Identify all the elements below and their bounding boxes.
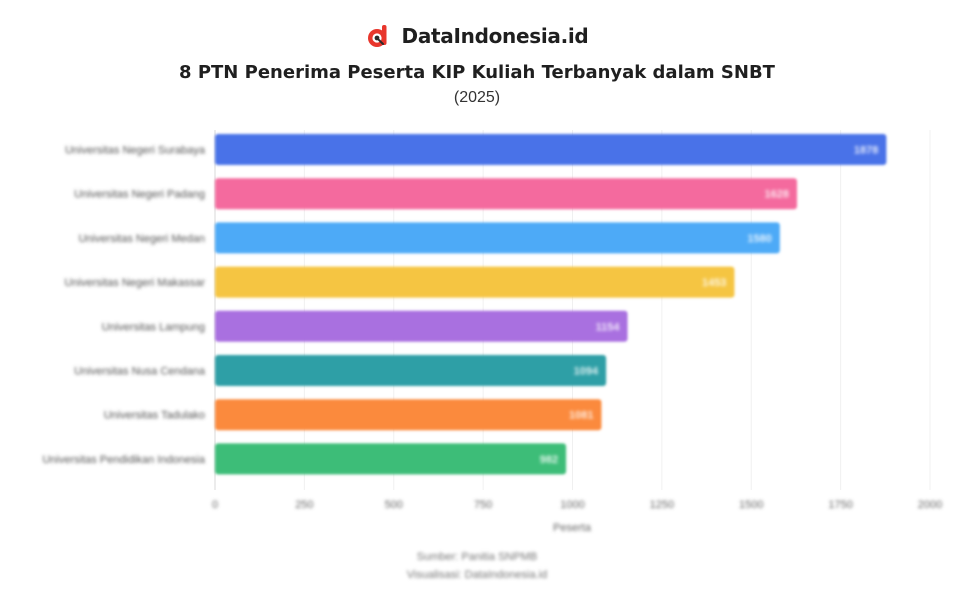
x-tick-label: 250	[295, 499, 313, 511]
bar-value-label: 1580	[747, 233, 771, 245]
category-label: Universitas Nusa Cendana	[74, 366, 206, 378]
category-label: Universitas Negeri Makassar	[64, 277, 205, 289]
bar-value-label: 1878	[854, 145, 878, 157]
chart-title: 8 PTN Penerima Peserta KIP Kuliah Terban…	[179, 62, 775, 83]
bar-chart: 1878 1628 1580 1453 1154 1094 1081 982 Universi…	[42, 130, 942, 534]
category-label: Universitas Tadulako	[104, 410, 205, 422]
bar	[215, 399, 602, 431]
category-label: Universitas Negeri Padang	[74, 189, 205, 201]
bar	[215, 355, 607, 386]
bar-value-label: 1628	[765, 189, 789, 201]
x-tick-label: 500	[385, 499, 403, 511]
bar-value-label: 982	[540, 454, 558, 466]
bar	[215, 178, 798, 210]
bar	[215, 266, 735, 298]
x-tick-label: 0	[212, 499, 218, 511]
category-label: Universitas Lampung	[102, 321, 205, 333]
x-tick-label: 1500	[739, 499, 763, 511]
bar	[215, 310, 628, 342]
brand-header: DataIndonesia.id	[0, 22, 954, 50]
bar-value-label: 1094	[574, 366, 599, 378]
bars: 1878 1628 1580 1453 1154 1094 1081 982	[215, 134, 887, 475]
bar	[215, 443, 567, 475]
x-tick-label: 2000	[918, 499, 942, 511]
x-axis-label: Peserta	[553, 522, 592, 534]
category-label: Universitas Negeri Surabaya	[65, 145, 206, 157]
x-axis-ticks: 0 250 500 750 1000 1250 1500 1750 2000	[212, 499, 942, 511]
bar	[215, 222, 780, 254]
dataindonesia-logo-icon	[367, 25, 387, 47]
bar-value-label: 1154	[596, 321, 621, 333]
category-label: Universitas Negeri Medan	[78, 233, 205, 245]
brand-name: DataIndonesia.id	[401, 24, 589, 48]
bar-value-label: 1453	[702, 277, 726, 289]
credit-note: Visualisasi: DataIndonesia.id	[406, 569, 548, 581]
category-labels: Universitas Negeri Surabaya Universitas N…	[42, 145, 206, 466]
source-note: Sumber: Panitia SNPMB	[416, 551, 538, 563]
x-tick-label: 1250	[650, 499, 674, 511]
x-tick-label: 1750	[828, 499, 852, 511]
chart-subtitle: (2025)	[453, 89, 501, 106]
category-label: Universitas Pendidikan Indonesia	[42, 454, 206, 466]
bar	[215, 134, 887, 165]
bar-value-label: 1081	[569, 410, 593, 422]
x-tick-label: 1000	[560, 499, 584, 511]
x-tick-label: 750	[474, 499, 492, 511]
